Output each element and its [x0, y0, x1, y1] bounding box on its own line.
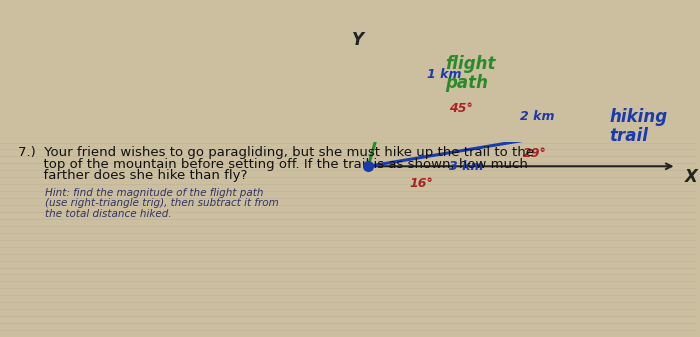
Text: 29°: 29° — [523, 147, 547, 160]
Text: flight
path: flight path — [445, 55, 496, 92]
Text: the total distance hiked.: the total distance hiked. — [45, 209, 172, 218]
Text: X: X — [685, 168, 697, 186]
Text: 1 km: 1 km — [426, 68, 461, 81]
Text: Hint: find the magnitude of the flight path: Hint: find the magnitude of the flight p… — [45, 188, 263, 198]
Text: 2 km: 2 km — [520, 111, 554, 123]
Text: farther does she hike than fly?: farther does she hike than fly? — [18, 169, 247, 182]
Text: Y: Y — [352, 31, 364, 49]
Text: 16°: 16° — [410, 177, 433, 190]
Text: hiking
trail: hiking trail — [609, 108, 667, 145]
Text: 3 km: 3 km — [449, 160, 484, 173]
Text: 7.)  Your friend wishes to go paragliding, but she must hike up the trail to the: 7.) Your friend wishes to go paragliding… — [18, 146, 534, 159]
Text: (use right-triangle trig), then subtract it from: (use right-triangle trig), then subtract… — [45, 198, 279, 208]
Text: 45°: 45° — [449, 102, 473, 115]
Text: top of the mountain before setting off. If the trail is as shown, how much: top of the mountain before setting off. … — [18, 158, 528, 171]
